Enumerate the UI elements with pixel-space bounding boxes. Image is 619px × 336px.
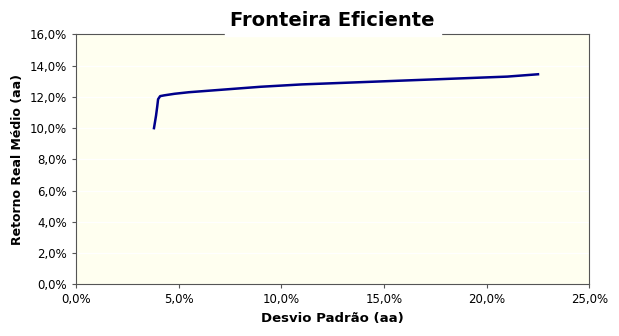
X-axis label: Desvio Padrão (aa): Desvio Padrão (aa) <box>261 312 404 325</box>
Title: Fronteira Eficiente: Fronteira Eficiente <box>230 11 435 30</box>
Y-axis label: Retorno Real Médio (aa): Retorno Real Médio (aa) <box>11 74 24 245</box>
